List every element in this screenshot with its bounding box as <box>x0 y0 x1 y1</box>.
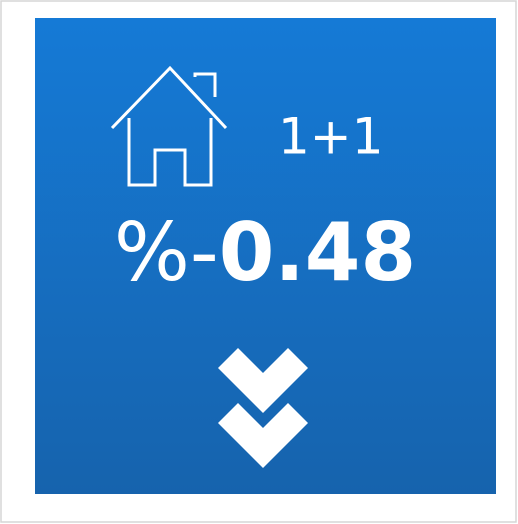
house-icon <box>110 65 228 187</box>
change-value: 0.48 <box>219 206 416 299</box>
down-chevrons <box>218 348 308 468</box>
percent-sign: % <box>114 206 190 299</box>
room-type: 1+1 <box>278 108 384 166</box>
tile <box>35 18 496 494</box>
change: %-0.48 <box>114 206 416 299</box>
sign: - <box>190 206 219 299</box>
